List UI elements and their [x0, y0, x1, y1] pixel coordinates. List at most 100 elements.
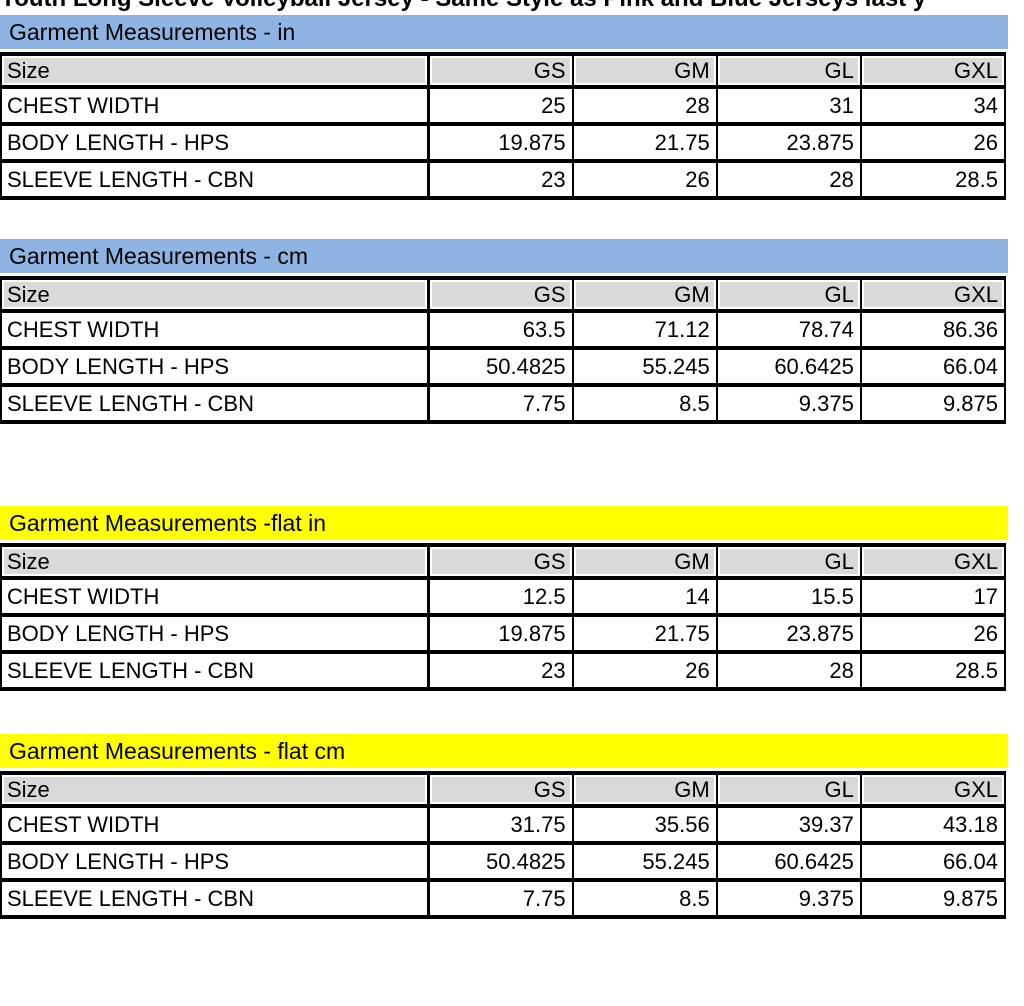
measurement-value-cell: 23.875 — [715, 613, 862, 654]
measurement-row-label: CHEST WIDTH — [0, 804, 430, 845]
measurement-value-cell: 8.5 — [571, 383, 718, 424]
measurement-value-cell: 39.37 — [715, 804, 862, 845]
measurement-value-cell: 26 — [859, 122, 1007, 163]
measurement-row-label: SLEEVE LENGTH - CBN — [0, 159, 430, 200]
measurement-value-cell: 34 — [859, 85, 1007, 126]
section-title: Garment Measurements - flat cm — [9, 738, 346, 764]
table-row: BODY LENGTH - HPS 19.875 21.75 23.875 26 — [0, 613, 1007, 654]
measurement-row-label: BODY LENGTH - HPS — [0, 122, 430, 163]
size-column-header: GS — [427, 276, 574, 313]
measurement-row-label: SLEEVE LENGTH - CBN — [0, 650, 430, 691]
measurement-value-cell: 35.56 — [571, 804, 718, 845]
measurement-table: Size GS GM GL GXL CHEST WIDTH 12.5 14 15.5 17 BOD… — [0, 543, 1007, 691]
size-column-header: Size — [0, 276, 430, 313]
measurement-value-cell: 23 — [427, 650, 574, 691]
table-row: CHEST WIDTH 31.75 35.56 39.37 43.18 — [0, 804, 1007, 845]
measurement-value-cell: 9.375 — [715, 383, 862, 424]
measurement-value-cell: 8.5 — [571, 878, 718, 919]
size-column-header: GL — [715, 771, 862, 808]
size-column-header: GM — [571, 276, 718, 313]
measurement-value-cell: 78.74 — [715, 309, 862, 350]
table-row: SLEEVE LENGTH - CBN 23 26 28 28.5 — [0, 650, 1007, 691]
size-column-header: GM — [571, 771, 718, 808]
measurement-row-label: BODY LENGTH - HPS — [0, 613, 430, 654]
size-column-header: GS — [427, 543, 574, 580]
measurement-row-label: CHEST WIDTH — [0, 85, 430, 126]
table-row: SLEEVE LENGTH - CBN 23 26 28 28.5 — [0, 159, 1007, 200]
measurement-value-cell: 21.75 — [571, 122, 718, 163]
section-title: Garment Measurements - cm — [9, 243, 309, 269]
table-row: CHEST WIDTH 63.5 71.12 78.74 86.36 — [0, 309, 1007, 350]
size-column-header: GS — [427, 52, 574, 89]
size-column-header: Size — [0, 543, 430, 580]
measurement-section: Garment Measurements - cm Size GS GM GL GXL … — [0, 239, 1008, 424]
measurement-value-cell: 28.5 — [859, 650, 1007, 691]
measurement-value-cell: 9.875 — [859, 878, 1007, 919]
measurement-sections: Garment Measurements - in Size GS GM GL GXL … — [0, 15, 1024, 919]
measurement-value-cell: 66.04 — [859, 841, 1007, 882]
measurement-value-cell: 86.36 — [859, 309, 1007, 350]
table-row: BODY LENGTH - HPS 50.4825 55.245 60.6425 66.… — [0, 346, 1007, 387]
measurement-value-cell: 12.5 — [427, 576, 574, 617]
measurement-value-cell: 28 — [715, 650, 862, 691]
size-column-header: GM — [571, 543, 718, 580]
measurement-value-cell: 60.6425 — [715, 841, 862, 882]
measurement-value-cell: 71.12 — [571, 309, 718, 350]
measurement-value-cell: 17 — [859, 576, 1007, 617]
measurement-value-cell: 25 — [427, 85, 574, 126]
size-column-header: GXL — [859, 543, 1007, 580]
measurement-row-label: BODY LENGTH - HPS — [0, 346, 430, 387]
measurement-value-cell: 31.75 — [427, 804, 574, 845]
table-row: SLEEVE LENGTH - CBN 7.75 8.5 9.375 9.875 — [0, 878, 1007, 919]
measurement-value-cell: 19.875 — [427, 613, 574, 654]
section-title-bar: Garment Measurements - cm — [0, 239, 1008, 273]
section-title-bar: Garment Measurements - in — [0, 15, 1008, 49]
size-column-header: GL — [715, 276, 862, 313]
table-header-row: Size GS GM GL GXL — [0, 52, 1007, 89]
section-title: Garment Measurements - in — [9, 19, 296, 45]
measurement-value-cell: 21.75 — [571, 613, 718, 654]
measurement-value-cell: 55.245 — [571, 346, 718, 387]
measurement-value-cell: 26 — [571, 650, 718, 691]
measurement-value-cell: 50.4825 — [427, 346, 574, 387]
table-row: SLEEVE LENGTH - CBN 7.75 8.5 9.375 9.875 — [0, 383, 1007, 424]
measurement-value-cell: 66.04 — [859, 346, 1007, 387]
measurement-value-cell: 7.75 — [427, 383, 574, 424]
table-row: CHEST WIDTH 12.5 14 15.5 17 — [0, 576, 1007, 617]
table-header-row: Size GS GM GL GXL — [0, 771, 1007, 808]
measurement-table: Size GS GM GL GXL CHEST WIDTH 25 28 31 34 BODY LE… — [0, 52, 1007, 200]
measurement-value-cell: 28 — [571, 85, 718, 126]
size-column-header: Size — [0, 52, 430, 89]
size-column-header: GXL — [859, 276, 1007, 313]
measurement-section: Garment Measurements -flat in Size GS GM GL… — [0, 506, 1008, 691]
measurement-value-cell: 9.375 — [715, 878, 862, 919]
table-header-row: Size GS GM GL GXL — [0, 276, 1007, 313]
document-title-text: Youth Long Sleeve Volleyball Jersey - Sa… — [0, 0, 1024, 13]
measurement-value-cell: 23 — [427, 159, 574, 200]
measurement-value-cell: 15.5 — [715, 576, 862, 617]
table-row: CHEST WIDTH 25 28 31 34 — [0, 85, 1007, 126]
measurement-value-cell: 7.75 — [427, 878, 574, 919]
measurement-row-label: CHEST WIDTH — [0, 309, 430, 350]
measurement-table: Size GS GM GL GXL CHEST WIDTH 63.5 71.12 78.74 8… — [0, 276, 1007, 424]
measurement-value-cell: 26 — [571, 159, 718, 200]
section-title-bar: Garment Measurements - flat cm — [0, 734, 1008, 768]
size-column-header: GL — [715, 543, 862, 580]
measurement-value-cell: 50.4825 — [427, 841, 574, 882]
measurement-value-cell: 43.18 — [859, 804, 1007, 845]
clipped-document-title: Youth Long Sleeve Volleyball Jersey - Sa… — [0, 0, 1024, 13]
measurement-row-label: CHEST WIDTH — [0, 576, 430, 617]
measurement-section: Garment Measurements - flat cm Size GS GM G… — [0, 734, 1008, 919]
measurement-table: Size GS GM GL GXL CHEST WIDTH 31.75 35.56 39.37… — [0, 771, 1007, 919]
measurement-row-label: SLEEVE LENGTH - CBN — [0, 383, 430, 424]
size-column-header: Size — [0, 771, 430, 808]
measurement-value-cell: 9.875 — [859, 383, 1007, 424]
measurement-value-cell: 63.5 — [427, 309, 574, 350]
size-column-header: GXL — [859, 52, 1007, 89]
measurement-value-cell: 19.875 — [427, 122, 574, 163]
size-column-header: GM — [571, 52, 718, 89]
size-column-header: GXL — [859, 771, 1007, 808]
measurement-row-label: BODY LENGTH - HPS — [0, 841, 430, 882]
section-title-bar: Garment Measurements -flat in — [0, 506, 1008, 540]
measurement-value-cell: 31 — [715, 85, 862, 126]
